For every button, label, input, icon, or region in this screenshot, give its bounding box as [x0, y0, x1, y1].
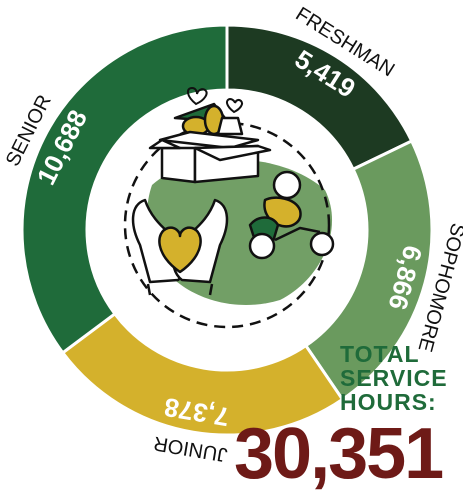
center-illustration [123, 86, 335, 329]
total-label-line-1: TOTAL [340, 341, 420, 367]
segment-label-junior: JUNIOR [152, 432, 229, 466]
donut-segments [20, 23, 434, 437]
donut-segment-junior [60, 311, 345, 437]
donut-segment-senior [20, 23, 229, 355]
heart-hands-icon [131, 198, 229, 296]
total-label-line-2: SERVICE [340, 365, 448, 391]
heart-icon [186, 86, 244, 114]
total-service-hours-value: 30,351 [234, 414, 444, 494]
food-donation-box-icon [148, 102, 272, 184]
dashed-ring [123, 121, 331, 329]
total-service-hours-label: TOTAL SERVICE HOURS: [340, 342, 460, 414]
helping-person-icon [248, 170, 335, 260]
total-label-line-3: HOURS: [340, 389, 437, 415]
